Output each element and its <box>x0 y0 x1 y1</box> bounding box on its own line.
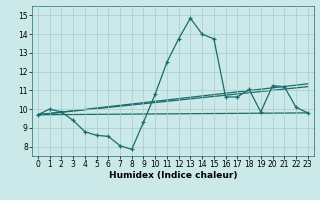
X-axis label: Humidex (Indice chaleur): Humidex (Indice chaleur) <box>108 171 237 180</box>
